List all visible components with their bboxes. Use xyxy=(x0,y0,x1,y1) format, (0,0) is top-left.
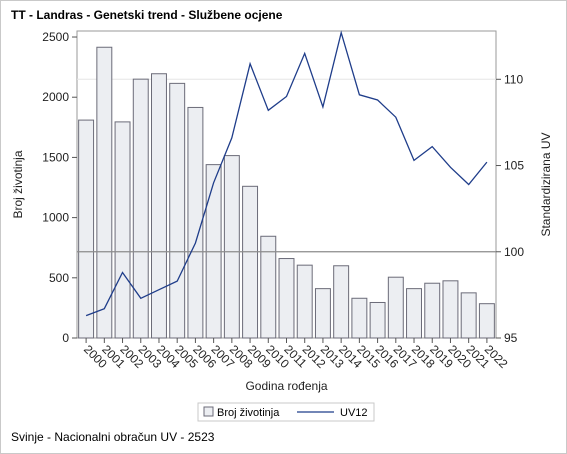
bar-2013 xyxy=(314,288,331,339)
bar-2005 xyxy=(169,82,186,339)
y-tick-label: 1000 xyxy=(42,211,69,225)
y2-axis-label: Standardizirana UV xyxy=(539,132,553,236)
bar-2018 xyxy=(406,288,422,339)
bar-2001 xyxy=(96,46,113,339)
bar-2014 xyxy=(333,265,350,339)
bar-2002 xyxy=(114,121,131,339)
y-tick-label: 500 xyxy=(49,271,69,285)
legend-label-bars: Broj životinja xyxy=(217,407,280,419)
x-axis-label: Godina rođenja xyxy=(245,379,327,393)
y2-tick-label: 110 xyxy=(504,72,523,86)
y-tick-label: 2000 xyxy=(42,90,69,104)
bar-2003 xyxy=(132,78,149,339)
bar-2020 xyxy=(442,280,459,339)
bar-2009 xyxy=(242,185,259,339)
legend-swatch-bars xyxy=(203,406,214,417)
bar-2015 xyxy=(351,297,368,339)
bar-2012 xyxy=(296,264,313,339)
bar-2021 xyxy=(460,292,477,339)
y-tick-label: 1500 xyxy=(42,150,69,164)
bar-2004 xyxy=(151,73,167,339)
bar-2006 xyxy=(187,106,204,339)
y2-tick-label: 105 xyxy=(504,159,524,173)
y2-tick-label: 95 xyxy=(504,331,518,345)
y2-tick-label: 100 xyxy=(504,245,524,259)
bar-2017 xyxy=(387,276,404,339)
series-line-uv12 xyxy=(85,30,488,317)
legend-label-line: UV12 xyxy=(340,407,368,419)
y-tick-label: 0 xyxy=(62,331,69,345)
bar-2016 xyxy=(369,301,386,339)
y-axis-label: Broj životinja xyxy=(11,150,25,218)
footnote: Svinje - Nacionalni obračun UV - 2523 xyxy=(11,430,215,444)
bar-2022 xyxy=(478,303,495,339)
bar-2011 xyxy=(278,258,295,339)
chart-title: TT - Landras - Genetski trend - Službene… xyxy=(11,8,283,22)
bar-2019 xyxy=(424,282,441,339)
y-tick-label: 2500 xyxy=(42,30,69,44)
bar-2000 xyxy=(78,119,95,339)
legend-box xyxy=(197,402,375,422)
bar-2008 xyxy=(223,155,240,339)
